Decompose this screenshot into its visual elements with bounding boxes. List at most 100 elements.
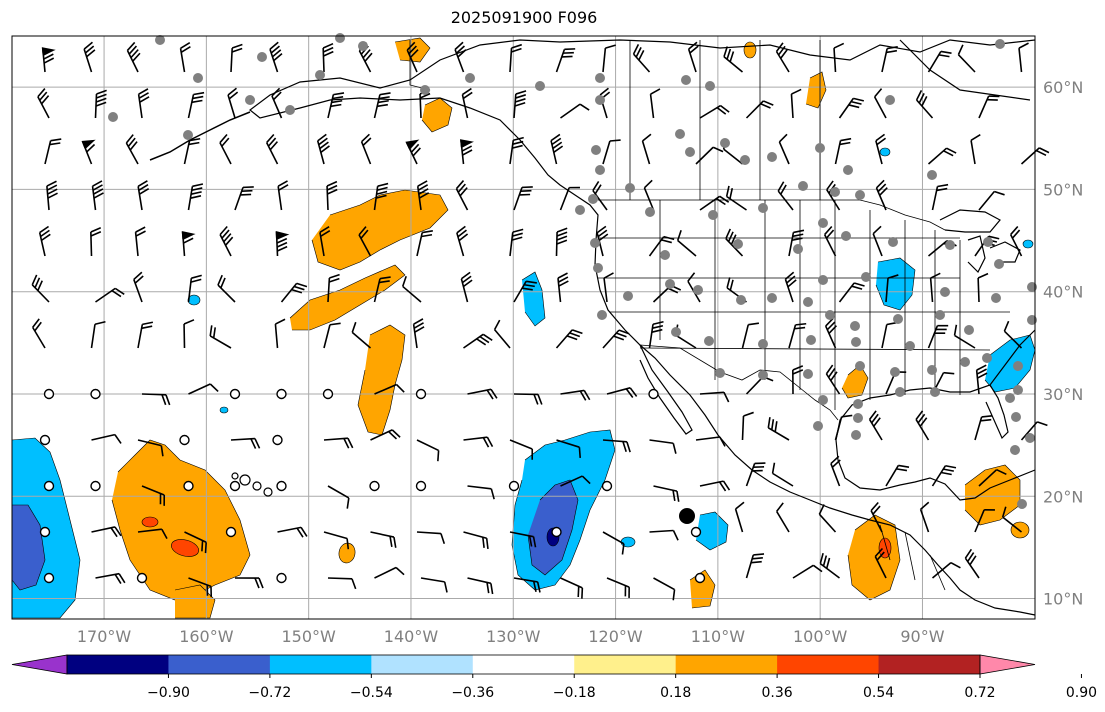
barb-tick	[94, 320, 106, 326]
barb-shaft	[373, 94, 381, 119]
barb-tick	[250, 438, 257, 449]
wind-barb	[649, 529, 679, 541]
lon-tick-label: 120°W	[588, 627, 643, 646]
wind-barb	[401, 275, 422, 303]
barb-tick	[784, 271, 795, 280]
barb-tick	[725, 228, 732, 240]
barb-tick	[830, 455, 840, 465]
lon-tick-label: 150°W	[281, 627, 336, 646]
barb-shaft	[602, 48, 607, 73]
barb-tick	[872, 225, 882, 235]
barb-tick	[870, 501, 879, 512]
barb-tick	[395, 566, 405, 576]
barb-tick	[943, 371, 955, 375]
barb-tick	[792, 233, 804, 238]
barb-tick	[930, 272, 941, 279]
barb-shaft	[323, 324, 331, 349]
barb-tick	[161, 394, 167, 406]
barb-shaft	[970, 140, 976, 165]
barb-tick	[514, 98, 526, 103]
graticule	[12, 36, 1035, 619]
strong-positive-core	[141, 516, 159, 528]
barb-tick	[376, 186, 388, 191]
station-dot	[625, 183, 635, 193]
barb-tick	[599, 87, 609, 96]
barb-tick	[791, 237, 803, 242]
station-dot	[715, 368, 725, 378]
wind-barb	[463, 436, 494, 448]
barb-shaft	[416, 232, 423, 257]
wind-barb	[775, 42, 790, 73]
wind-barb	[230, 437, 261, 449]
barb-tick	[976, 368, 987, 375]
barb-tick	[332, 96, 344, 100]
barb-shaft	[978, 191, 995, 211]
barb-tick	[727, 231, 734, 242]
barb-tick	[723, 391, 730, 403]
barb-tick	[996, 468, 1007, 476]
station-dot	[1017, 499, 1027, 509]
barb-shaft	[745, 376, 764, 395]
barb-tick	[135, 230, 146, 237]
lon-tick-label: 90°W	[900, 627, 944, 646]
barb-shaft	[931, 562, 952, 579]
barb-tick	[376, 190, 388, 195]
barb-shaft	[675, 334, 697, 349]
barb-tick	[569, 332, 581, 338]
barb-tick	[841, 414, 853, 418]
wind-barb	[602, 139, 621, 165]
map-frame	[11, 35, 1036, 620]
barb-shaft	[416, 439, 439, 452]
wind-barb	[405, 139, 421, 165]
barb-tick	[92, 184, 103, 191]
barb-shaft	[741, 324, 750, 349]
wind-barb	[316, 133, 330, 165]
calm-marker	[39, 434, 51, 446]
barb-tick	[592, 181, 600, 192]
barb-shaft	[420, 577, 445, 583]
barb-tick	[269, 141, 279, 151]
calm-marker	[276, 572, 287, 584]
barb-tick	[329, 322, 341, 326]
station-dot	[193, 73, 203, 83]
wind-barb	[830, 455, 841, 487]
political-borders	[409, 40, 1010, 591]
barb-shaft	[230, 47, 234, 73]
barb-tick	[276, 233, 287, 240]
wind-barb	[323, 437, 354, 449]
barb-shaft	[881, 48, 888, 73]
barb-tick	[563, 51, 574, 54]
colorbar-tick-label: 0.90	[1066, 685, 1097, 701]
barb-tick	[950, 561, 961, 569]
barb-tick	[531, 449, 534, 460]
station-dot	[767, 293, 777, 303]
wind-barb	[550, 133, 564, 165]
station-dot	[803, 369, 813, 379]
barb-tick	[753, 466, 765, 468]
barb-shaft	[374, 566, 397, 579]
barb-tick	[413, 322, 424, 329]
calm-marker	[415, 480, 427, 492]
barb-tick	[812, 564, 823, 573]
barb-tick	[414, 326, 425, 333]
barb-tick	[389, 536, 393, 547]
station-dot	[803, 297, 813, 307]
wind-barb	[931, 464, 957, 487]
station-dot	[675, 129, 685, 139]
barb-shaft	[834, 416, 843, 441]
barb-tick	[887, 274, 899, 279]
station-dot	[945, 240, 955, 250]
barb-shaft	[219, 234, 232, 257]
wind-barb	[741, 322, 760, 349]
barb-tick	[34, 321, 42, 332]
wind-barb	[416, 439, 440, 462]
barb-tick	[689, 45, 699, 54]
colorbar-tick-label: −0.36	[451, 685, 494, 701]
barb-shaft	[188, 383, 211, 395]
barb-tick	[258, 577, 264, 589]
station-dot	[855, 361, 865, 371]
wind-barb	[420, 577, 448, 593]
lat-tick-label: 50°N	[1043, 180, 1083, 199]
barb-tick	[46, 184, 58, 191]
wind-barb	[230, 43, 243, 73]
